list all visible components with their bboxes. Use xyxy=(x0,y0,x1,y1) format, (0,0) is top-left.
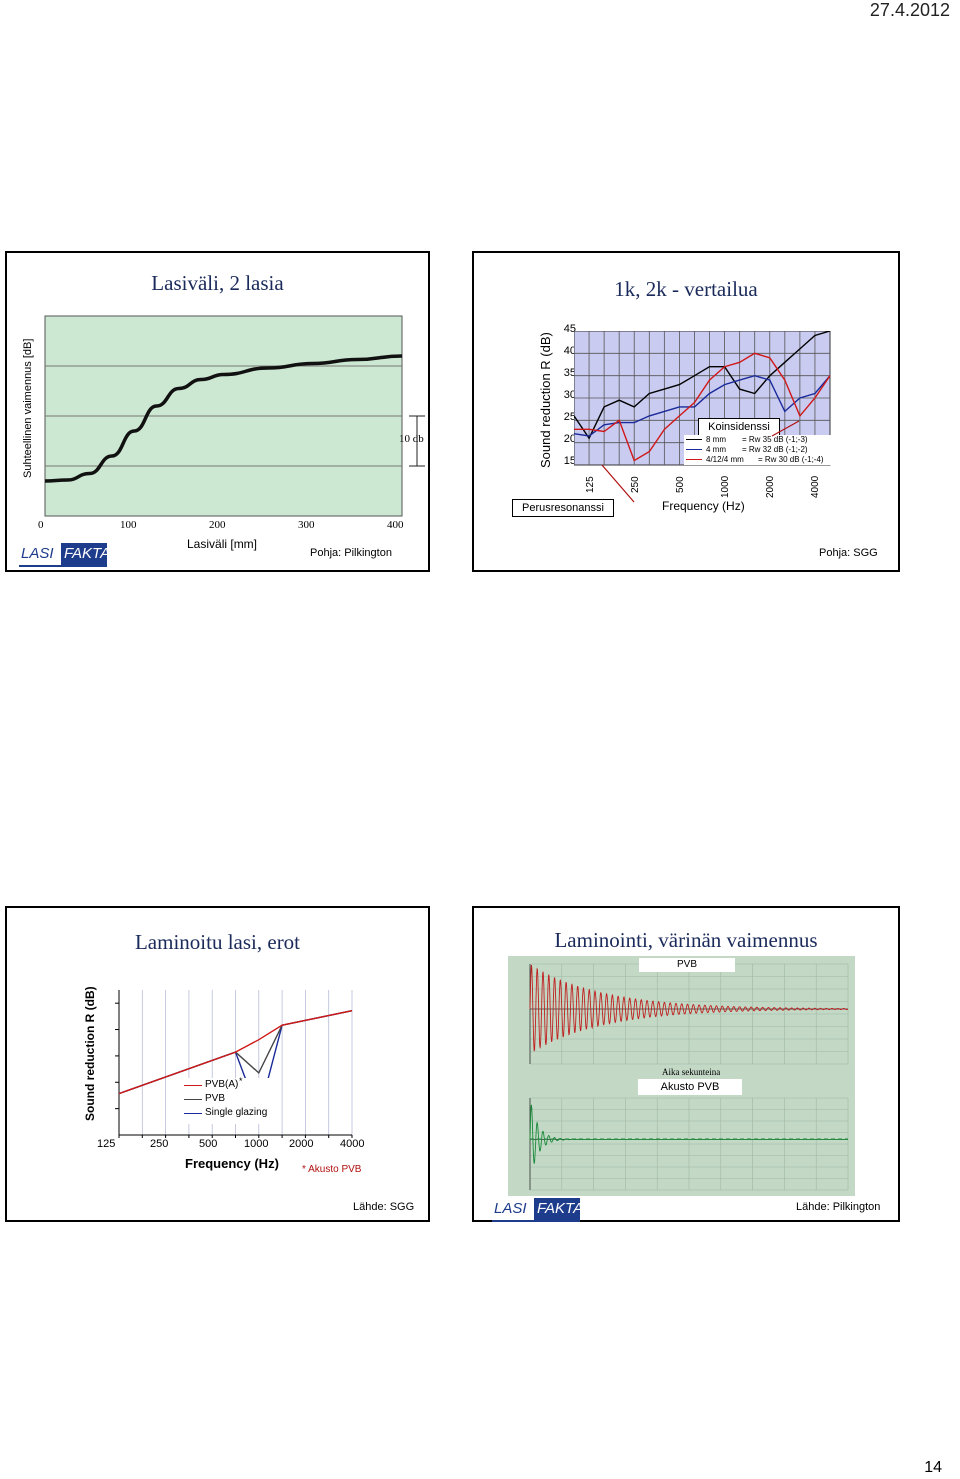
slide-laminointi: Laminointi, värinän vaimennus PVB Aika s… xyxy=(472,906,900,1222)
source: Lähde: Pilkington xyxy=(796,1201,881,1213)
source: Pohja: SGG xyxy=(819,547,878,559)
legend-name: 4 mm xyxy=(706,445,726,454)
x-tick: 500 xyxy=(199,1138,218,1150)
series-line-2 xyxy=(574,352,831,462)
x-tick-400: 400 xyxy=(387,519,404,531)
x-tick-200: 200 xyxy=(209,519,226,531)
legend-entry: PVB(A) * xyxy=(182,1076,272,1092)
annotation-10db: 10 db xyxy=(399,433,424,445)
slide-title: Lasiväli, 2 lasia xyxy=(151,271,284,295)
legend-name: PVB xyxy=(205,1093,226,1104)
pvb-oscillation xyxy=(529,964,849,1052)
slide-lasivali: Lasiväli, 2 lasia Suhteellinen vaimennus… xyxy=(5,251,430,572)
x-tick: 1000 xyxy=(244,1138,269,1150)
slide-title: Laminoitu lasi, erot xyxy=(134,930,301,954)
series-line-0 xyxy=(574,331,831,440)
slide-title: Laminointi, värinän vaimennus xyxy=(554,928,818,952)
y-axis-label: Sound reduction R (dB) xyxy=(83,986,97,1121)
y-tick: 25 xyxy=(563,411,576,423)
lasifakta-logo: LASI FAKTA xyxy=(492,1198,583,1224)
legend-name: Single glazing xyxy=(205,1107,268,1118)
legend-name: PVB(A) xyxy=(205,1079,239,1090)
x-axis-label: Frequency (Hz) xyxy=(662,499,745,513)
legend-entry: 8 mm = Rw 35 dB (-1;-3) xyxy=(684,435,832,445)
axis-caption: Aika sekunteina xyxy=(662,1067,721,1077)
label-pvb: PVB xyxy=(639,958,735,972)
callout-arrows xyxy=(601,420,800,503)
x-tick: 125 xyxy=(97,1138,116,1150)
slide-title: 1k, 2k - vertailua xyxy=(614,277,758,301)
lasifakta-logo: LASI FAKTA xyxy=(19,543,110,569)
y-axis-label: Suhteellinen vaimennus [dB] xyxy=(22,338,34,478)
legend-name: 8 mm xyxy=(706,435,726,444)
legend-entry: Single glazing xyxy=(182,1106,272,1120)
y-tick: 30 xyxy=(563,389,576,401)
x-tick-100: 100 xyxy=(120,519,137,531)
x-tick: 250 xyxy=(150,1138,169,1150)
legend-value: = Rw 35 dB (-1;-3) xyxy=(742,435,808,444)
x-ticks: 125 250 500 1000 2000 4000 xyxy=(97,1138,377,1154)
legend-value: = Rw 30 dB (-1;-4) xyxy=(758,455,824,464)
legend-entry: PVB xyxy=(182,1092,272,1106)
x-axis-label: Frequency (Hz) xyxy=(185,1156,279,1171)
y-tick: 35 xyxy=(563,367,576,379)
resonance-callout: Perusresonanssi xyxy=(512,499,614,517)
source: Pohja: Pilkington xyxy=(310,547,392,559)
slide-laminoitu-lasi: Laminoitu lasi, erot Sound reduction R (… xyxy=(5,906,430,1222)
attenuation-curve xyxy=(44,354,403,483)
y-tick: 40 xyxy=(563,345,576,357)
vibration-panel xyxy=(508,956,855,1196)
legend: PVB(A) * PVB Single glazing xyxy=(182,1076,272,1124)
label-akusto-pvb: Akusto PVB xyxy=(638,1079,742,1095)
slide-vertailua: 1k, 2k - vertailua Sound reduction R (dB… xyxy=(472,251,900,572)
legend: 8 mm = Rw 35 dB (-1;-3) 4 mm = Rw 32 dB … xyxy=(684,435,832,465)
legend-mark: * xyxy=(239,1076,243,1086)
vibration-charts xyxy=(529,963,849,1191)
footnote: * Akusto PVB xyxy=(302,1164,362,1175)
page-number: 14 xyxy=(924,1459,942,1476)
series-line-2 xyxy=(118,1010,353,1095)
x-tick-0: 0 xyxy=(38,519,44,531)
legend-entry: 4/12/4 mm = Rw 30 dB (-1;-4) xyxy=(684,455,832,465)
page-date: 27.4.2012 xyxy=(869,0,950,20)
x-tick: 2000 xyxy=(289,1138,314,1150)
y-tick: 45 xyxy=(563,323,576,335)
legend-entry: 4 mm = Rw 32 dB (-1;-2) xyxy=(684,445,832,455)
source: Lähde: SGG xyxy=(353,1201,415,1213)
legend-value: = Rw 32 dB (-1;-2) xyxy=(742,445,808,454)
y-tick: 20 xyxy=(563,433,576,445)
y-tick: 15 xyxy=(563,455,576,467)
x-tick: 4000 xyxy=(340,1138,365,1150)
legend-name: 4/12/4 mm xyxy=(706,455,744,464)
chart-lasivali xyxy=(44,315,425,517)
x-axis-label: Lasiväli [mm] xyxy=(187,537,258,551)
x-tick-300: 300 xyxy=(298,519,315,531)
